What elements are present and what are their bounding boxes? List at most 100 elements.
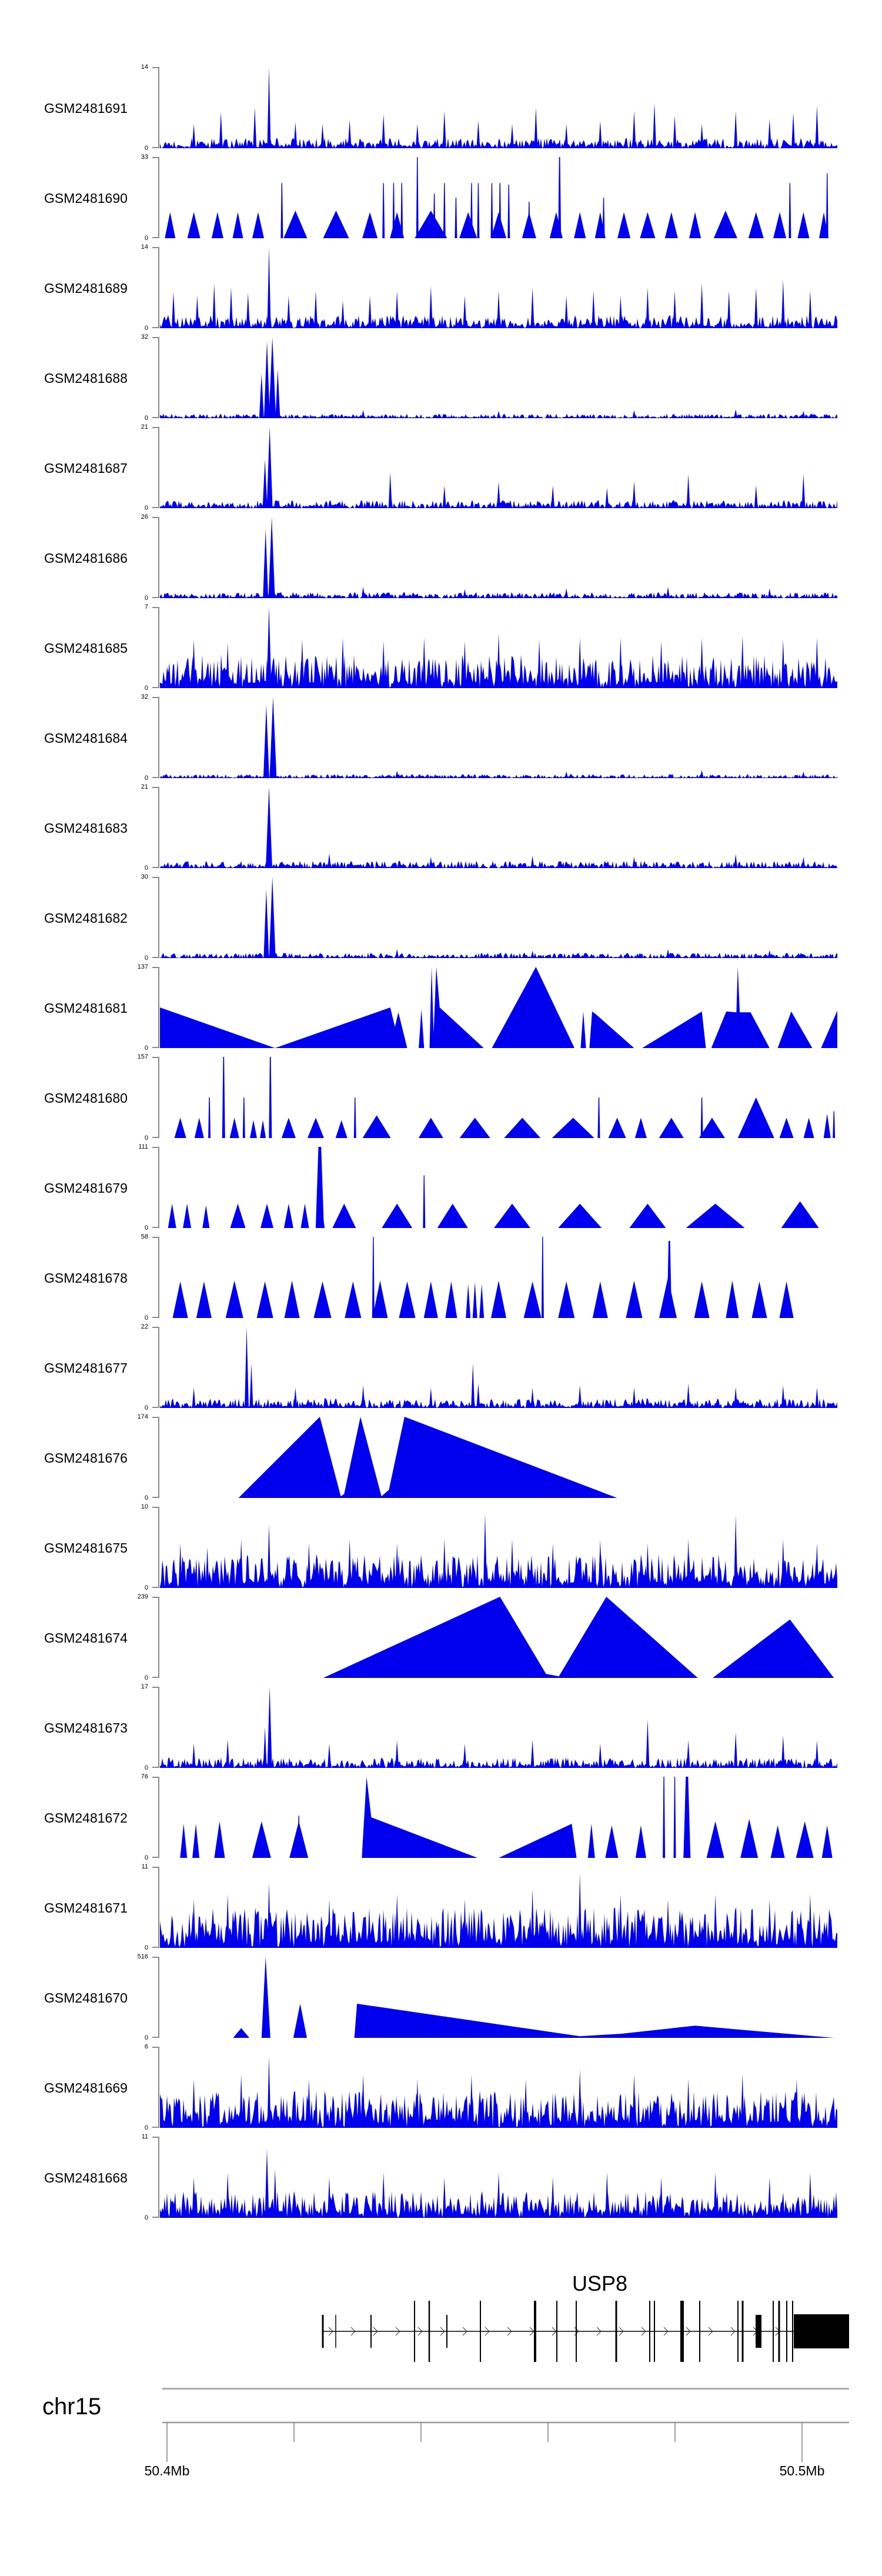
signal-plot — [160, 2056, 837, 2128]
track-label: GSM2481683 — [44, 820, 128, 836]
y-axis-bottom-tick — [152, 1407, 159, 1408]
y-axis-top-tick — [152, 67, 159, 68]
track-ymax-label: 21 — [141, 783, 148, 790]
ruler-tick-label-left: 50.4Mb — [144, 2463, 190, 2478]
y-axis-top-tick — [152, 337, 159, 338]
track-row: GSM2481675 10 0 — [0, 1503, 882, 1591]
track-label: GSM2481678 — [44, 1270, 128, 1286]
y-axis-bottom-tick — [152, 2217, 159, 2218]
y-axis-bottom-tick — [152, 687, 159, 688]
coordinate-ruler — [162, 2421, 849, 2462]
y-axis-bottom-tick — [152, 1857, 159, 1858]
panel-separator-line — [162, 2388, 849, 2390]
track-ymax-label: 14 — [141, 243, 148, 251]
y-axis-bottom-tick — [152, 327, 159, 328]
ruler-tick-label-right: 50.5Mb — [779, 2463, 825, 2478]
track-ymax-label: 21 — [141, 423, 148, 431]
track-ymin-label: 0 — [144, 145, 148, 152]
chromosome-label: chr15 — [42, 2394, 102, 2420]
y-axis-top-tick — [152, 1237, 159, 1238]
track-ymin-label: 0 — [144, 1674, 148, 1681]
track-row: GSM2481676 174 0 — [0, 1413, 882, 1501]
y-axis-bottom-tick — [152, 1587, 159, 1588]
y-axis-bottom-tick — [152, 507, 159, 508]
signal-plot — [160, 427, 837, 508]
track-label: GSM2481674 — [44, 1630, 128, 1646]
track-row: GSM2481691 14 0 — [0, 64, 882, 152]
track-label: GSM2481670 — [44, 1990, 128, 2006]
track-row: GSM2481673 17 0 — [0, 1683, 882, 1771]
track-label: GSM2481690 — [44, 191, 128, 206]
track-ymin-label: 0 — [144, 1134, 148, 1142]
track-ymax-label: 239 — [137, 1593, 148, 1600]
track-y-axis — [158, 1597, 159, 1678]
signal-plot — [160, 1687, 837, 1768]
track-row: GSM2481672 76 0 — [0, 1773, 882, 1861]
gene-model-track — [322, 2301, 849, 2362]
track-y-axis — [158, 787, 159, 868]
track-label: GSM2481675 — [44, 1540, 128, 1556]
track-row: GSM2481686 26 0 — [0, 513, 882, 602]
signal-plot — [174, 1057, 836, 1138]
track-y-axis — [158, 247, 159, 328]
y-axis-bottom-tick — [152, 1047, 159, 1048]
track-ymax-label: 174 — [137, 1413, 148, 1420]
y-axis-bottom-tick — [152, 597, 159, 598]
signal-plot — [160, 607, 837, 688]
track-label: GSM2481688 — [44, 371, 128, 386]
track-ymin-label: 0 — [144, 325, 148, 332]
y-axis-bottom-tick — [152, 1137, 159, 1138]
y-axis-top-tick — [152, 2137, 159, 2138]
track-label: GSM2481689 — [44, 281, 128, 296]
track-y-axis — [158, 2137, 159, 2218]
y-axis-bottom-tick — [152, 1317, 159, 1318]
y-axis-bottom-tick — [152, 147, 159, 148]
track-ymin-label: 0 — [144, 1404, 148, 1412]
track-ymin-label: 0 — [144, 2034, 148, 2041]
y-axis-bottom-tick — [152, 867, 159, 868]
track-ymin-label: 0 — [144, 1854, 148, 1861]
signal-plot — [160, 67, 837, 148]
y-axis-bottom-tick — [152, 1497, 159, 1498]
signal-plot — [172, 1237, 794, 1318]
track-ymin-label: 0 — [144, 685, 148, 692]
track-ymax-label: 32 — [141, 333, 148, 341]
signal-plot — [160, 247, 837, 328]
track-y-axis — [158, 1687, 159, 1768]
y-axis-top-tick — [152, 1957, 159, 1958]
track-ymin-label: 0 — [144, 2124, 148, 2131]
track-y-axis — [158, 1417, 159, 1498]
y-axis-bottom-tick — [152, 2037, 159, 2038]
track-ymax-label: 30 — [141, 873, 148, 880]
track-ymax-label: 516 — [137, 1953, 148, 1960]
track-y-axis — [158, 607, 159, 688]
y-axis-bottom-tick — [152, 1947, 159, 1948]
track-label: GSM2481676 — [44, 1450, 128, 1466]
signal-plot — [160, 337, 837, 418]
track-ymax-label: 14 — [141, 64, 148, 71]
track-ymax-label: 32 — [141, 693, 148, 700]
track-label: GSM2481677 — [44, 1360, 128, 1376]
track-label: GSM2481671 — [44, 1900, 128, 1916]
y-axis-top-tick — [152, 517, 159, 518]
track-row: GSM2481690 33 0 — [0, 154, 882, 242]
track-ymax-label: 111 — [138, 1143, 148, 1150]
track-row: GSM2481668 11 0 — [0, 2133, 882, 2221]
track-y-axis — [158, 157, 159, 238]
y-axis-top-tick — [152, 1417, 159, 1418]
y-axis-top-tick — [152, 1507, 159, 1508]
track-row: GSM2481680 157 0 — [0, 1053, 882, 1142]
track-ymax-label: 7 — [144, 603, 148, 610]
track-row: GSM2481688 32 0 — [0, 333, 882, 422]
track-label: GSM2481691 — [44, 101, 128, 116]
track-label: GSM2481686 — [44, 550, 128, 566]
track-ymin-label: 0 — [144, 415, 148, 422]
track-ymax-label: 137 — [137, 963, 148, 970]
track-row: GSM2481679 111 0 — [0, 1143, 882, 1232]
track-label: GSM2481679 — [44, 1180, 128, 1196]
y-axis-top-tick — [152, 2047, 159, 2048]
track-row: GSM2481683 21 0 — [0, 783, 882, 872]
track-label: GSM2481673 — [44, 1720, 128, 1736]
y-axis-top-tick — [152, 1687, 159, 1688]
